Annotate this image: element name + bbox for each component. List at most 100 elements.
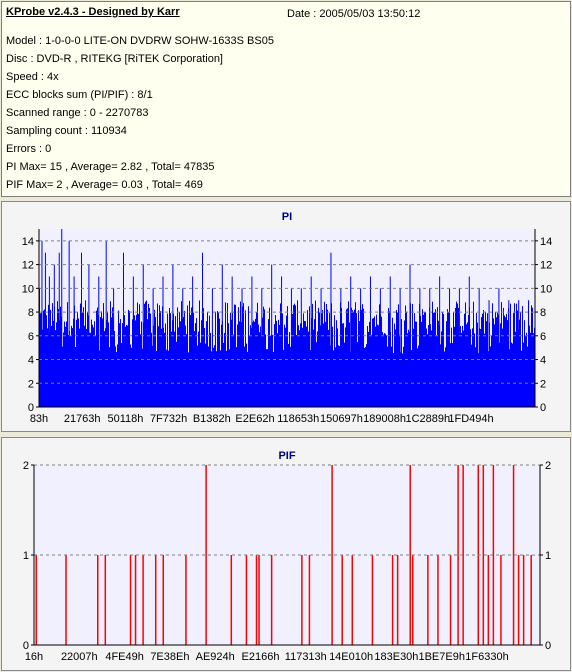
pi-bar xyxy=(89,332,90,407)
pi-bar xyxy=(180,321,181,407)
pi-bar xyxy=(324,301,325,407)
pi-bar xyxy=(135,320,136,407)
pi-bar xyxy=(227,303,228,407)
pif-bar xyxy=(142,555,144,645)
pi-spike xyxy=(41,240,43,407)
pi-bar xyxy=(287,306,288,407)
y-tick-label-left: 0 xyxy=(23,640,29,652)
pi-bar xyxy=(470,329,471,407)
x-tick-label: 83h xyxy=(30,413,48,425)
pi-bar xyxy=(158,326,159,407)
pi-bar xyxy=(285,327,286,407)
pi-bar xyxy=(320,325,321,407)
pi-bar xyxy=(319,312,320,407)
pi-bar xyxy=(531,305,532,407)
pi-bar xyxy=(363,308,364,407)
pi-bar xyxy=(65,326,66,407)
pi-bar xyxy=(144,303,145,407)
pi-bar xyxy=(338,345,339,407)
info-panel: KProbe v2.4.3 - Designed by Karr Date : … xyxy=(1,1,571,197)
pi-bar xyxy=(430,324,431,407)
pi-bar xyxy=(108,322,109,407)
pi-bar xyxy=(147,319,148,407)
pif-chart: PIF 0 0 1 1 2 2 16h 22007h 4FE49h 7E38Eh AE924h E216… xyxy=(23,450,551,663)
pi-bar xyxy=(443,314,444,407)
pi-bar xyxy=(94,321,95,407)
pi-bar xyxy=(167,313,168,407)
pi-bar xyxy=(275,315,276,407)
pif-summary-line: PIF Max= 2 , Average= 0.03 , Total= 469 xyxy=(6,179,203,191)
pi-bar xyxy=(523,342,524,407)
pi-bar xyxy=(216,351,217,407)
y-tick-label-right: 8 xyxy=(540,307,546,319)
pi-bar xyxy=(414,313,415,407)
pi-spike xyxy=(241,288,243,407)
pi-bar xyxy=(254,321,255,407)
pi-bar xyxy=(328,329,329,407)
pi-bar xyxy=(402,353,403,407)
pif-bar xyxy=(258,555,260,645)
pi-bar xyxy=(381,316,382,407)
pi-bar xyxy=(475,347,476,407)
x-tick-label: 1F6330h xyxy=(465,651,508,663)
pi-bar xyxy=(51,325,52,407)
scan-date: Date : 2005/05/03 13:50:12 xyxy=(287,8,421,20)
pi-bar xyxy=(374,316,375,407)
pi-bar xyxy=(369,321,370,407)
pi-bar xyxy=(299,330,300,407)
pi-bar xyxy=(48,304,49,407)
pi-bar xyxy=(524,320,525,407)
pi-bar xyxy=(279,324,280,407)
pi-bar xyxy=(480,329,481,407)
pi-bar xyxy=(229,349,230,407)
pi-bar xyxy=(300,323,301,407)
pi-bar xyxy=(316,342,317,407)
pi-spike xyxy=(261,288,263,407)
pi-bar xyxy=(228,323,229,407)
pi-bar xyxy=(405,305,406,407)
x-tick-label: 50118h xyxy=(107,413,143,425)
pi-bar xyxy=(103,303,104,407)
pi-bar xyxy=(510,303,511,407)
pi-bar xyxy=(42,329,43,407)
x-tick-label: 189008h xyxy=(363,413,406,425)
pi-bar xyxy=(509,349,510,407)
pi-bar xyxy=(160,310,161,407)
x-tick-label: 1FD494h xyxy=(448,413,493,425)
y-tick-label-left: 2 xyxy=(23,460,29,472)
pi-bar xyxy=(121,343,122,407)
pi-bar xyxy=(392,317,393,407)
pi-bar xyxy=(257,302,258,407)
pi-bar xyxy=(325,321,326,407)
pif-bar xyxy=(512,465,515,645)
pi-spike xyxy=(409,264,411,407)
pi-chart-panel: PI 0 0 2 2 4 4 6 6 8 8 10 10 12 12 14 14 83h 21763h 50118h 7… xyxy=(1,201,571,432)
pi-spike xyxy=(68,240,70,407)
pi-bar xyxy=(76,319,77,407)
pi-bar xyxy=(305,321,306,407)
x-tick-label: B1382h xyxy=(193,413,231,425)
pi-bar xyxy=(211,351,212,407)
pi-bar xyxy=(384,333,385,407)
pi-bar xyxy=(413,328,414,407)
pif-bar xyxy=(154,555,157,645)
pi-bar xyxy=(149,307,150,407)
pi-bar xyxy=(378,325,379,407)
x-tick-label: 117313h xyxy=(285,651,327,663)
pi-bar xyxy=(262,317,263,407)
pi-bar xyxy=(468,315,469,407)
x-tick-label: 1BE7E9h xyxy=(418,651,464,663)
pi-bar xyxy=(181,301,182,407)
pi-bar xyxy=(307,310,308,407)
pi-bar xyxy=(494,324,495,407)
pi-bar xyxy=(132,319,133,407)
pi-spike xyxy=(53,264,55,407)
pi-bar xyxy=(435,309,436,407)
pi-bar xyxy=(373,317,374,407)
pi-bar xyxy=(335,347,336,407)
pi-bar xyxy=(265,334,266,407)
pi-bar xyxy=(236,347,237,407)
pi-bar xyxy=(296,335,297,407)
pi-bar xyxy=(472,328,473,407)
pi-bar xyxy=(263,306,264,407)
